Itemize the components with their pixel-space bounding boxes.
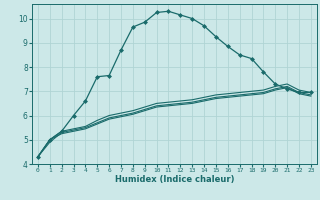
X-axis label: Humidex (Indice chaleur): Humidex (Indice chaleur) bbox=[115, 175, 234, 184]
